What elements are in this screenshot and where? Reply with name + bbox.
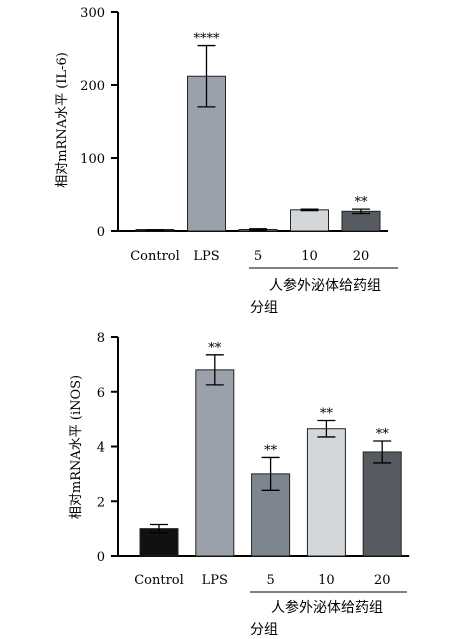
- y-tick-label: 0: [97, 550, 105, 565]
- significance-label: **: [264, 443, 278, 458]
- y-tick-label: 2: [97, 495, 105, 510]
- significance-label: **: [355, 195, 369, 210]
- group-label: 人参外泌体给药组: [269, 277, 381, 294]
- category-label: 10: [318, 573, 335, 588]
- significance-label: **: [208, 341, 222, 356]
- bar: [195, 369, 235, 557]
- category-label: 20: [374, 573, 391, 588]
- category-label: LPS: [202, 573, 228, 588]
- bar: [290, 209, 329, 232]
- y-axis-label: 相对mRNA水平 (IL-6): [55, 52, 70, 188]
- category-label: 10: [301, 249, 318, 264]
- y-tick-label: 200: [80, 79, 105, 94]
- category-label: LPS: [193, 249, 219, 264]
- x-axis-label: 分组: [250, 622, 278, 638]
- y-tick-label: 0: [97, 225, 105, 240]
- chart-panel-inos: 相对mRNA水平 (iNOS) 人参外泌体给药组 分组 0 2 4 6 8 Control…: [69, 331, 410, 638]
- y-tick-label: 8: [97, 331, 105, 346]
- y-tick-label: 100: [80, 152, 105, 167]
- bar: [362, 451, 402, 557]
- bar: [341, 210, 381, 232]
- category-label: Control: [134, 573, 184, 588]
- group-label: 人参外泌体给药组: [271, 599, 383, 616]
- category-label: 20: [353, 249, 370, 264]
- y-tick-label: 4: [97, 441, 105, 456]
- significance-label: **: [320, 406, 334, 421]
- category-label: 5: [254, 249, 262, 264]
- chart-panel-il6: 相对mRNA水平 (IL-6) 人参外泌体给药组 分组 0 100 200 300 Co…: [55, 6, 398, 316]
- significance-label: ****: [194, 32, 221, 47]
- y-tick-label: 6: [97, 386, 105, 401]
- category-label: 5: [266, 573, 274, 588]
- bar: [306, 428, 346, 557]
- x-axis-label: 分组: [250, 300, 278, 316]
- significance-label: **: [376, 427, 390, 442]
- y-axis-label: 相对mRNA水平 (iNOS): [69, 375, 84, 519]
- y-tick-label: 300: [80, 6, 105, 21]
- category-label: Control: [130, 249, 180, 264]
